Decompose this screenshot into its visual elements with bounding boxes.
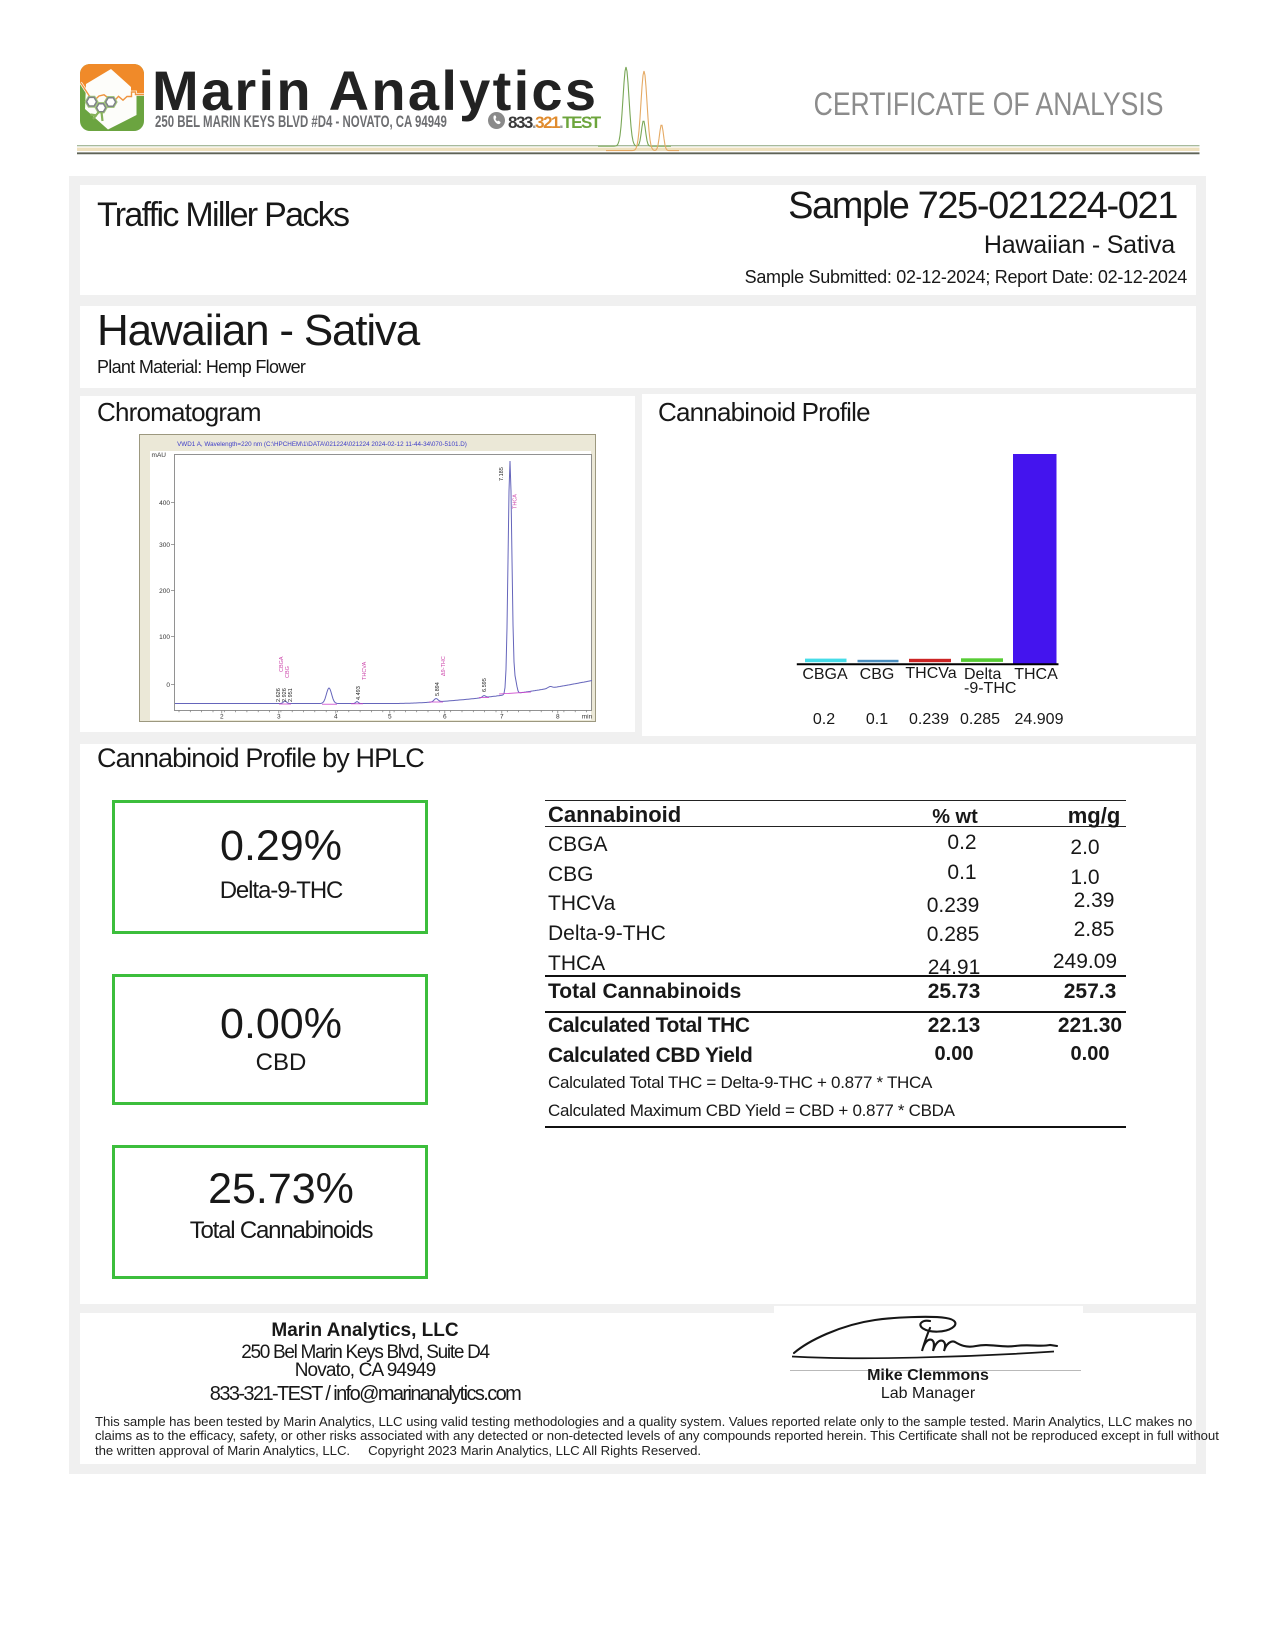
svg-text:300: 300 <box>159 542 170 549</box>
svg-text:CBGA: CBGA <box>279 656 285 672</box>
svg-text:0: 0 <box>166 682 170 689</box>
svg-text:8: 8 <box>556 714 560 721</box>
svg-text:100: 100 <box>159 634 170 641</box>
svg-text:3: 3 <box>277 714 281 721</box>
svg-text:6.595: 6.595 <box>482 678 488 692</box>
svg-text:Δ9-THC: Δ9-THC <box>441 656 447 676</box>
svg-text:4.493: 4.493 <box>356 686 362 700</box>
svg-text:THCVA: THCVA <box>362 661 368 680</box>
svg-text:THCA: THCA <box>513 494 519 509</box>
svg-text:4: 4 <box>334 714 338 721</box>
svg-text:400: 400 <box>159 500 170 507</box>
svg-text:7.185: 7.185 <box>499 467 505 481</box>
svg-text:CBG: CBG <box>285 666 291 678</box>
svg-text:mAU: mAU <box>152 452 167 459</box>
svg-text:7: 7 <box>500 714 504 721</box>
svg-text:6: 6 <box>443 714 447 721</box>
svg-text:2.951: 2.951 <box>288 688 294 702</box>
svg-text:2.926: 2.926 <box>282 688 288 702</box>
svg-text:5: 5 <box>388 714 392 721</box>
svg-text:2.626: 2.626 <box>276 688 282 702</box>
svg-text:min: min <box>582 714 593 721</box>
svg-text:5.894: 5.894 <box>435 682 441 696</box>
svg-text:200: 200 <box>159 588 170 595</box>
svg-text:2: 2 <box>220 714 224 721</box>
svg-text:VWD1 A, Wavelength=220 nm (C:\: VWD1 A, Wavelength=220 nm (C:\HPCHEM\1\D… <box>177 441 467 448</box>
